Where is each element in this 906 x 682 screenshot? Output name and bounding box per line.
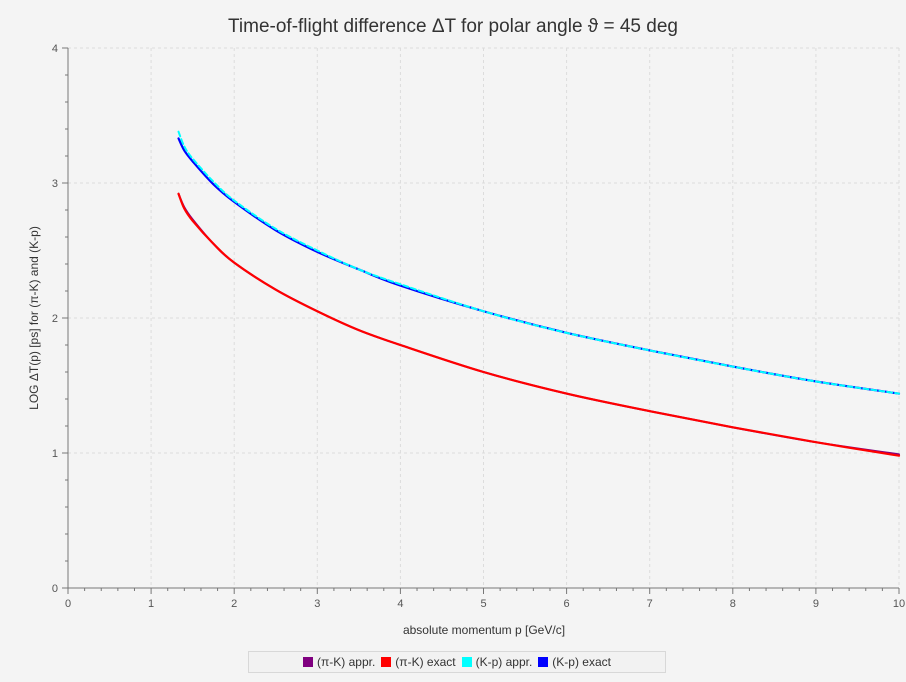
legend-item: (π-K) exact bbox=[381, 655, 456, 669]
axes-layer: 0 1 2 3 4 5 6 7 8 9 10 0 1 2 3 4 bbox=[52, 43, 905, 610]
series-line-0 bbox=[177, 192, 900, 456]
chart-legend: (π-K) appr. (π-K) exact (K-p) appr. (K-p) e… bbox=[248, 651, 666, 673]
legend-swatch bbox=[538, 657, 549, 667]
grid-layer bbox=[68, 47, 900, 588]
x-tick-label: 7 bbox=[647, 598, 653, 610]
legend-item: (K-p) exact bbox=[538, 655, 611, 669]
x-tick-label: 10 bbox=[893, 598, 905, 610]
series-layer bbox=[177, 130, 901, 457]
x-tick-label: 0 bbox=[65, 598, 71, 610]
x-tick-label: 6 bbox=[564, 598, 570, 610]
legend-label: (K-p) appr. bbox=[475, 655, 533, 669]
y-tick-label: 3 bbox=[52, 178, 58, 190]
x-tick-label: 9 bbox=[813, 598, 819, 610]
y-tick-label: 1 bbox=[52, 448, 58, 460]
series-line-2 bbox=[177, 130, 900, 395]
series-line-3 bbox=[177, 137, 901, 395]
y-tick-label: 0 bbox=[52, 583, 58, 595]
y-tick-label: 2 bbox=[52, 313, 58, 325]
legend-label: (π-K) appr. bbox=[317, 655, 376, 669]
legend-swatch bbox=[303, 657, 313, 667]
legend-item: (π-K) appr. bbox=[303, 655, 375, 669]
legend-swatch bbox=[381, 657, 392, 667]
x-tick-label: 2 bbox=[231, 598, 237, 610]
y-tick-label: 4 bbox=[52, 43, 58, 55]
series-line-1 bbox=[177, 192, 901, 457]
legend-label: (π-K) exact bbox=[395, 655, 456, 669]
chart-title: Time-of-flight difference ΔT for polar a… bbox=[228, 16, 678, 37]
x-axis-label: absolute momentum p [GeV/c] bbox=[403, 623, 565, 637]
legend-swatch bbox=[461, 657, 472, 667]
x-tick-label: 5 bbox=[480, 598, 486, 610]
y-axis-label: LOG ΔT(p) [ps] for (π-K) and (K-p) bbox=[27, 226, 41, 410]
x-tick-label: 1 bbox=[148, 598, 154, 610]
x-tick-label: 3 bbox=[314, 598, 320, 610]
legend-item: (K-p) appr. bbox=[461, 655, 533, 669]
x-tick-label: 4 bbox=[397, 598, 403, 610]
x-tick-label: 8 bbox=[730, 598, 736, 610]
legend-label: (K-p) exact bbox=[552, 655, 611, 669]
